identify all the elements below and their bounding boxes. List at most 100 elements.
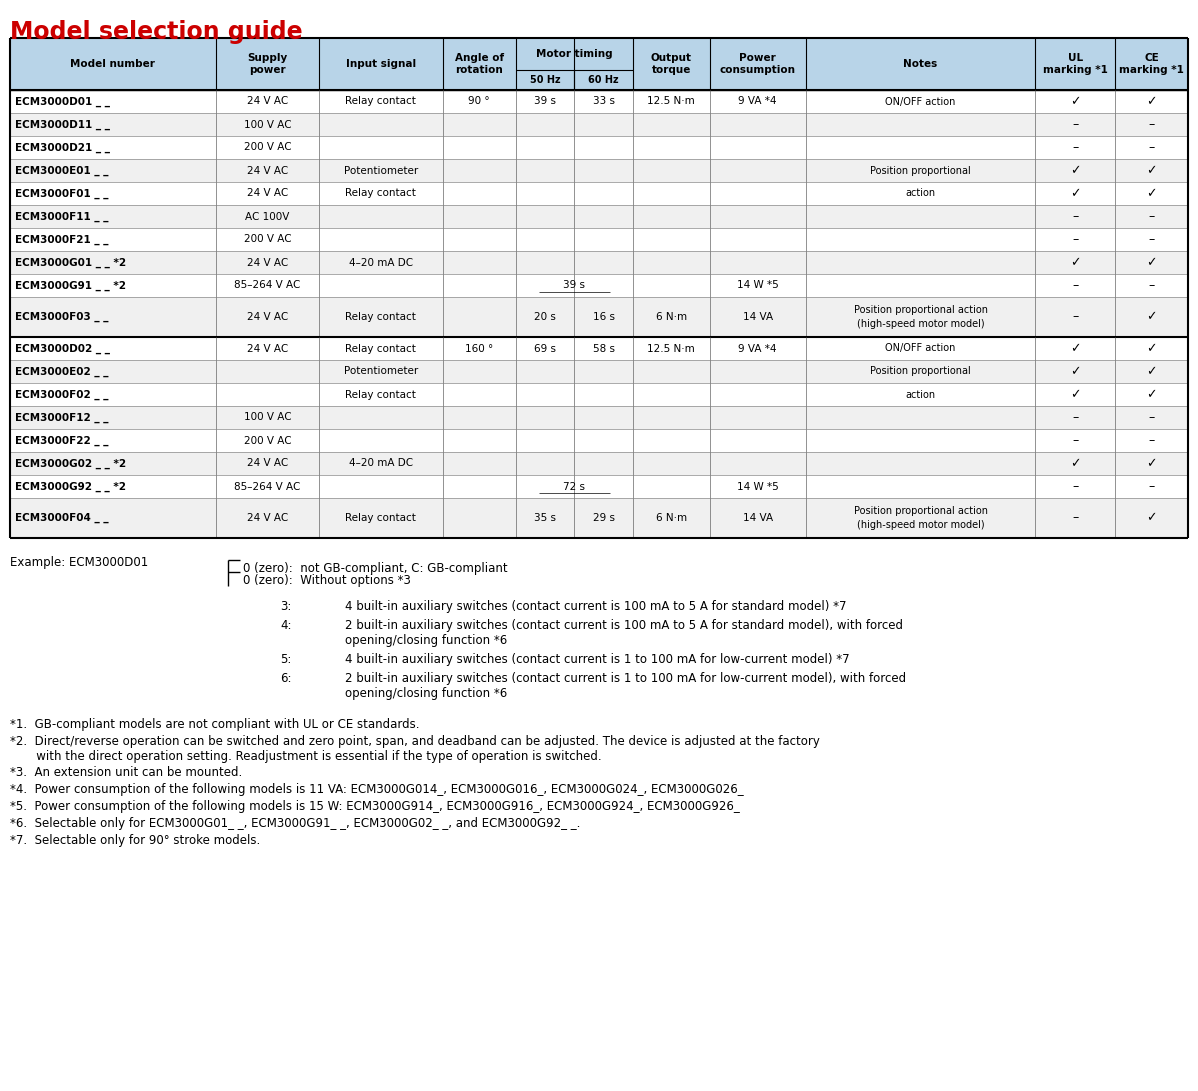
Text: 100 V AC: 100 V AC	[243, 412, 291, 422]
Bar	[10, 182, 1188, 205]
Text: 24 V AC: 24 V AC	[247, 166, 288, 176]
Bar	[10, 406, 1188, 429]
Text: ✓: ✓	[1070, 256, 1081, 269]
Text: *3.  An extension unit can be mounted.: *3. An extension unit can be mounted.	[10, 766, 242, 779]
Text: Potentiometer: Potentiometer	[344, 166, 418, 176]
Text: 6 N·m: 6 N·m	[655, 513, 686, 523]
Bar	[10, 337, 1188, 360]
Text: 72 s: 72 s	[563, 481, 586, 492]
Text: ✓: ✓	[1146, 311, 1157, 324]
Text: ECM3000D21 _ _: ECM3000D21 _ _	[16, 142, 110, 153]
Text: ECM3000F04 _ _: ECM3000F04 _ _	[16, 513, 109, 523]
Bar	[10, 429, 1188, 452]
Bar	[10, 89, 1188, 113]
Text: Model number: Model number	[71, 59, 156, 69]
Text: ✓: ✓	[1146, 256, 1157, 269]
Bar	[10, 159, 1188, 182]
Text: action: action	[906, 389, 936, 399]
Text: 24 V AC: 24 V AC	[247, 458, 288, 468]
Text: 24 V AC: 24 V AC	[247, 257, 288, 267]
Text: 39 s: 39 s	[534, 96, 556, 107]
Text: 90 °: 90 °	[468, 96, 490, 107]
Text: 24 V AC: 24 V AC	[247, 344, 288, 353]
Text: 24 V AC: 24 V AC	[247, 96, 288, 107]
Text: ✓: ✓	[1070, 341, 1081, 355]
Text: ✓: ✓	[1070, 365, 1081, 377]
Text: (high-speed motor model): (high-speed motor model)	[857, 319, 985, 328]
Text: 3:: 3:	[280, 600, 291, 613]
Text: action: action	[906, 189, 936, 199]
Text: –: –	[1072, 512, 1078, 525]
Text: –: –	[1149, 118, 1155, 131]
Text: –: –	[1072, 480, 1078, 493]
Text: Supply
power: Supply power	[247, 53, 288, 75]
Text: 160 °: 160 °	[465, 344, 494, 353]
Text: 100 V AC: 100 V AC	[243, 120, 291, 130]
Text: Angle of
rotation: Angle of rotation	[454, 53, 503, 75]
Text: ✓: ✓	[1070, 164, 1081, 177]
Text: –: –	[1072, 141, 1078, 154]
Text: 50 Hz: 50 Hz	[530, 75, 561, 85]
Text: ECM3000F01 _ _: ECM3000F01 _ _	[16, 189, 109, 199]
Text: 4:: 4:	[280, 619, 291, 632]
Text: 200 V AC: 200 V AC	[243, 143, 291, 153]
Text: ECM3000G92 _ _ *2: ECM3000G92 _ _ *2	[16, 481, 126, 492]
Text: ✓: ✓	[1146, 164, 1157, 177]
Text: 14 W *5: 14 W *5	[737, 481, 779, 492]
Bar	[10, 383, 1188, 406]
Text: 4–20 mA DC: 4–20 mA DC	[349, 257, 413, 267]
Text: CE
marking *1: CE marking *1	[1119, 53, 1184, 75]
Bar	[10, 297, 1188, 337]
Text: 29 s: 29 s	[593, 513, 615, 523]
Text: 2 built-in auxiliary switches (contact current is 100 mA to 5 A for standard mod: 2 built-in auxiliary switches (contact c…	[345, 619, 903, 647]
Text: 24 V AC: 24 V AC	[247, 513, 288, 523]
Text: –: –	[1072, 209, 1078, 223]
Text: Position proportional action: Position proportional action	[853, 506, 987, 516]
Text: ECM3000G91 _ _ *2: ECM3000G91 _ _ *2	[16, 280, 126, 290]
Text: –: –	[1072, 118, 1078, 131]
Text: ECM3000F12 _ _: ECM3000F12 _ _	[16, 412, 109, 422]
Text: ✓: ✓	[1146, 95, 1157, 108]
Bar	[10, 136, 1188, 159]
Text: 33 s: 33 s	[593, 96, 615, 107]
Text: 2 built-in auxiliary switches (contact current is 1 to 100 mA for low-current mo: 2 built-in auxiliary switches (contact c…	[345, 672, 906, 700]
Text: Position proportional action: Position proportional action	[853, 305, 987, 315]
Text: ECM3000G02 _ _ *2: ECM3000G02 _ _ *2	[16, 458, 126, 469]
Bar	[10, 475, 1188, 497]
Text: ECM3000F21 _ _: ECM3000F21 _ _	[16, 235, 109, 244]
Text: –: –	[1149, 279, 1155, 292]
Text: *5.  Power consumption of the following models is 15 W: ECM3000G914_, ECM3000G91: *5. Power consumption of the following m…	[10, 800, 739, 813]
Text: 35 s: 35 s	[534, 513, 556, 523]
Text: ON/OFF action: ON/OFF action	[885, 96, 956, 107]
Text: 5:: 5:	[280, 654, 291, 666]
Text: Example: ECM3000D01: Example: ECM3000D01	[10, 556, 149, 570]
Text: 85–264 V AC: 85–264 V AC	[235, 481, 301, 492]
Text: AC 100V: AC 100V	[246, 212, 290, 221]
Text: Model selection guide: Model selection guide	[10, 20, 303, 44]
Text: 9 VA *4: 9 VA *4	[738, 96, 778, 107]
Text: ECM3000D11 _ _: ECM3000D11 _ _	[16, 119, 110, 130]
Bar	[10, 251, 1188, 274]
Bar	[10, 205, 1188, 228]
Text: ECM3000E01 _ _: ECM3000E01 _ _	[16, 166, 109, 176]
Text: –: –	[1149, 411, 1155, 424]
Text: Potentiometer: Potentiometer	[344, 367, 418, 376]
Text: –: –	[1072, 233, 1078, 245]
Text: (high-speed motor model): (high-speed motor model)	[857, 519, 985, 530]
Text: –: –	[1072, 411, 1078, 424]
Text: Relay contact: Relay contact	[345, 513, 417, 523]
Text: 16 s: 16 s	[593, 312, 615, 322]
Text: 4–20 mA DC: 4–20 mA DC	[349, 458, 413, 468]
Text: –: –	[1149, 209, 1155, 223]
Text: *4.  Power consumption of the following models is 11 VA: ECM3000G014_, ECM3000G0: *4. Power consumption of the following m…	[10, 783, 744, 796]
Text: –: –	[1149, 233, 1155, 245]
Text: ✓: ✓	[1146, 457, 1157, 470]
Text: *7.  Selectable only for 90° stroke models.: *7. Selectable only for 90° stroke model…	[10, 834, 260, 847]
Text: 39 s: 39 s	[563, 280, 586, 290]
Text: ON/OFF action: ON/OFF action	[885, 344, 956, 353]
Text: 24 V AC: 24 V AC	[247, 189, 288, 199]
Text: Relay contact: Relay contact	[345, 189, 417, 199]
Text: ✓: ✓	[1146, 512, 1157, 525]
Text: ✓: ✓	[1146, 388, 1157, 401]
Text: 14 VA: 14 VA	[743, 312, 773, 322]
